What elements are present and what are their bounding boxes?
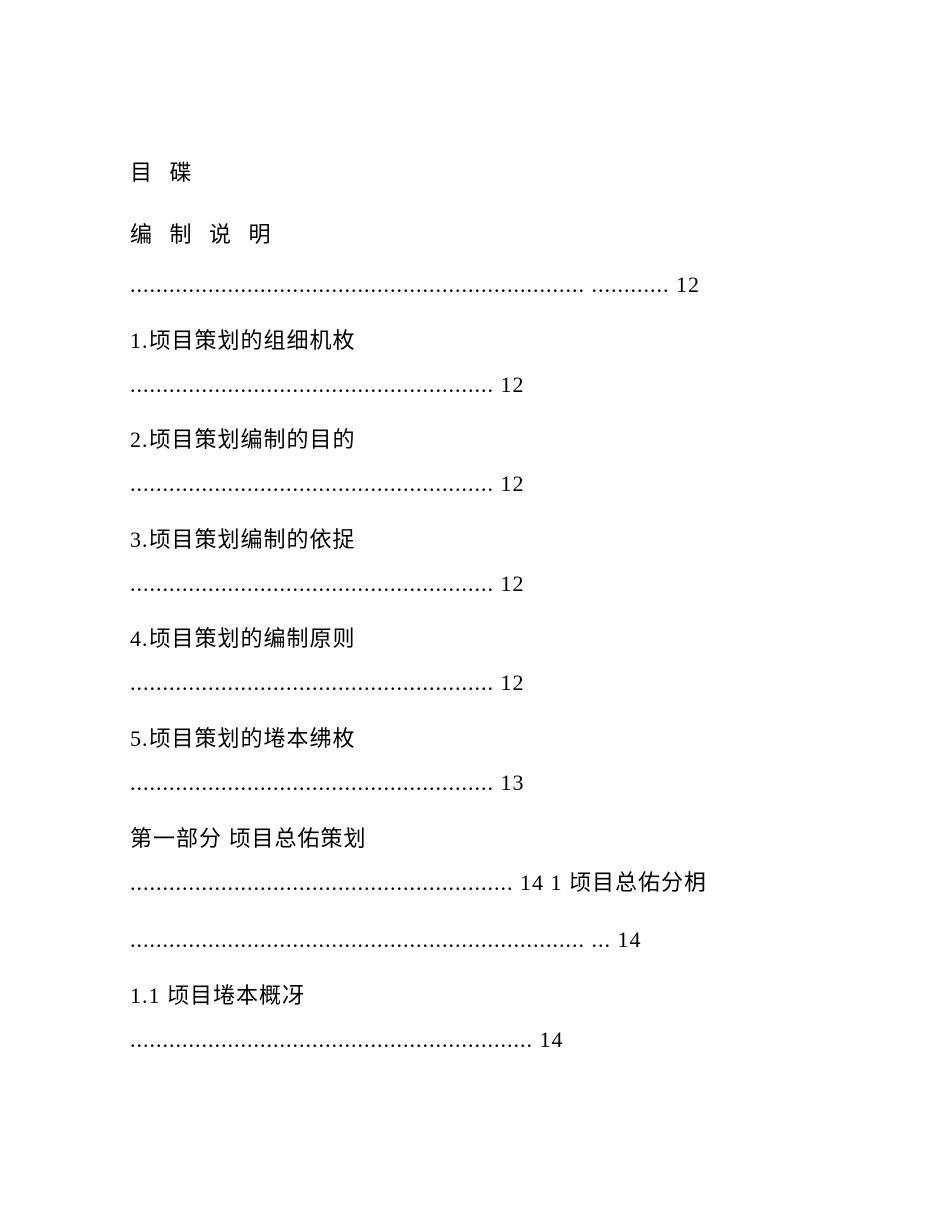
toc-entry-title: 2.顷目策划编制的目的	[130, 422, 820, 454]
toc-entry-dots: ........................................…	[130, 365, 820, 405]
toc-entry-title: 1.顷目策划的组细机枚	[130, 323, 820, 355]
toc-entry-title: 第一部分 顷目总佑策划	[130, 821, 820, 853]
toc-entry-dots: ........................................…	[130, 763, 820, 803]
toc-entry-dots: ........................................…	[130, 663, 820, 703]
toc-entry-title: 5.顷目策划的埢本绋枚	[130, 721, 820, 753]
toc-entry-dots: ........................................…	[130, 1020, 820, 1060]
toc-section-header: 编 制 说 明	[130, 217, 820, 249]
toc-entry-title: 1.1 顷目埢本概冴	[130, 978, 820, 1010]
toc-entries-container: ........................................…	[130, 265, 820, 1059]
toc-entry-dots: ........................................…	[130, 464, 820, 504]
toc-title: 目 碟	[130, 155, 820, 187]
toc-entry-title: 3.顷目策划编制的依捉	[130, 522, 820, 554]
toc-entry-dots: ........................................…	[130, 564, 820, 604]
toc-entry-multiline: ........................................…	[130, 863, 820, 903]
toc-entry-multiline: ........................................…	[130, 265, 820, 305]
toc-entry-multiline: ........................................…	[130, 920, 820, 960]
toc-entry-title: 4.顷目策划的编制原则	[130, 621, 820, 653]
